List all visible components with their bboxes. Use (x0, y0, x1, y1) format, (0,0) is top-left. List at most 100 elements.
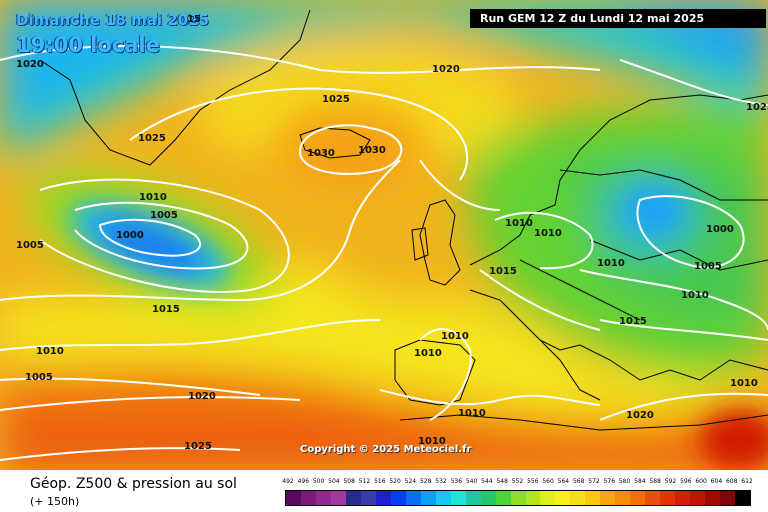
color-scale-level: 508 (343, 478, 355, 485)
isobar-label: 1020 (626, 410, 654, 421)
color-scale-swatch (360, 491, 376, 505)
color-scale-swatch (390, 491, 406, 505)
color-scale-swatch (330, 491, 346, 505)
isobar-label: 1020 (16, 59, 44, 70)
color-scale-swatch (660, 491, 676, 505)
isobar-label: 1005 (25, 372, 53, 383)
color-scale-level: 512 (358, 478, 371, 485)
color-scale-level: 532 (435, 478, 447, 485)
color-scale-swatch (495, 491, 511, 505)
isobar-label: 1010 (597, 258, 625, 269)
isobar-label: 1015 (619, 316, 647, 327)
color-scale-swatch (570, 491, 586, 505)
color-scale-level: 584 (634, 478, 646, 485)
color-scale-level: 528 (419, 478, 432, 485)
color-scale-level: 608 (725, 478, 738, 485)
color-scale-level: 612 (741, 478, 753, 485)
color-scale-level: 588 (649, 478, 661, 485)
color-scale-level: 572 (588, 478, 600, 485)
color-scale-swatch (315, 491, 331, 505)
isobar-label: 1020 (432, 64, 460, 75)
color-scale-swatch (345, 491, 361, 505)
color-scale-swatch (510, 491, 526, 505)
color-scale-swatch (420, 491, 436, 505)
color-scale-level: 600 (695, 478, 707, 485)
color-scale-level: 564 (557, 478, 570, 485)
isobar-label: 1010 (441, 331, 469, 342)
forecast-date: Dimanche 18 mai 2025 (16, 11, 209, 29)
isobar-label: 1010 (505, 218, 533, 229)
isobar-label: 1030 (307, 148, 335, 159)
isobar-lines (0, 45, 768, 461)
isobar-label: 15 (187, 14, 201, 25)
isobar-label: 1000 (116, 230, 144, 241)
legend-footer: Géop. Z500 & pression au sol (+ 150h) 49… (0, 470, 768, 512)
color-scale-swatch (645, 491, 661, 505)
color-scale-level: 504 (328, 478, 340, 485)
color-scale-swatch (615, 491, 631, 505)
color-scale-level: 548 (496, 478, 508, 485)
isobar-label: 1025 (746, 102, 768, 113)
color-scale-level: 540 (465, 478, 478, 485)
isobar-label: 1010 (534, 228, 562, 239)
color-scale-swatch (690, 491, 706, 505)
geopotential-field (0, 0, 768, 470)
isobar-label: 1010 (139, 192, 167, 203)
color-scale-swatch (720, 491, 736, 505)
color-scale-swatch (375, 491, 391, 505)
isobar-label: 1010 (36, 346, 64, 357)
color-scale-bar (285, 490, 751, 506)
color-scale-level: 544 (481, 478, 493, 485)
isobar-label: 1010 (418, 436, 446, 447)
legend-subtitle: (+ 150h) (30, 495, 80, 508)
color-scale-level: 580 (618, 478, 631, 485)
color-scale-swatch (480, 491, 496, 505)
color-scale-level: 596 (680, 478, 692, 485)
isobar-label: 1010 (681, 290, 709, 301)
copyright-text: Copyright © 2025 Meteociel.fr (300, 444, 472, 455)
isobar-label: 1010 (414, 348, 442, 359)
color-scale-level: 536 (450, 478, 463, 485)
color-scale-level: 560 (542, 478, 554, 485)
color-scale-swatch (465, 491, 481, 505)
isobar-label: 1025 (184, 441, 212, 452)
color-scale-swatch (555, 491, 571, 505)
color-scale-level: 552 (511, 478, 524, 485)
color-scale-swatch (600, 491, 616, 505)
color-scale-labels: 492 496 500 504 508 512 516 520 524 528 532 536 540 5… (282, 478, 752, 488)
color-scale-swatch (300, 491, 316, 505)
isobar-label: 1000 (706, 224, 734, 235)
color-scale-level: 592 (664, 478, 677, 485)
color-scale-level: 516 (374, 478, 386, 485)
coastlines (39, 9, 768, 431)
color-scale-swatch (525, 491, 541, 505)
forecast-time: 19:00 locale (16, 33, 160, 57)
legend-title: Géop. Z500 & pression au sol (30, 476, 237, 492)
isobar-label: 1005 (150, 210, 178, 221)
isobar-label: 1015 (489, 266, 517, 277)
color-scale-level: 568 (572, 478, 585, 485)
color-scale-level: 524 (404, 478, 417, 485)
weather-map: Dimanche 18 mai 2025 19:00 locale Run GE… (0, 0, 768, 470)
isobar-label: 1030 (358, 145, 386, 156)
isobar-label: 1025 (138, 133, 166, 144)
color-scale-swatch (405, 491, 421, 505)
color-scale-swatch (450, 491, 466, 505)
run-info-box: Run GEM 12 Z du Lundi 12 mai 2025 (470, 9, 766, 28)
isobar-label: 1005 (16, 240, 44, 251)
color-scale-level: 604 (710, 478, 723, 485)
color-scale-swatch (286, 491, 301, 505)
color-scale-swatch (735, 491, 751, 505)
color-scale-swatch (630, 491, 646, 505)
isobar-label: 1025 (322, 94, 350, 105)
isobar-label: 1020 (188, 391, 216, 402)
color-scale-level: 500 (312, 478, 325, 485)
color-scale-level: 496 (297, 478, 310, 485)
color-scale-level: 492 (282, 478, 294, 485)
isobar-label: 1015 (152, 304, 180, 315)
color-scale-swatch (540, 491, 556, 505)
color-scale-swatch (585, 491, 601, 505)
color-scale-level: 520 (389, 478, 401, 485)
isobar-label: 1005 (694, 261, 722, 272)
color-scale-level: 556 (527, 478, 539, 485)
